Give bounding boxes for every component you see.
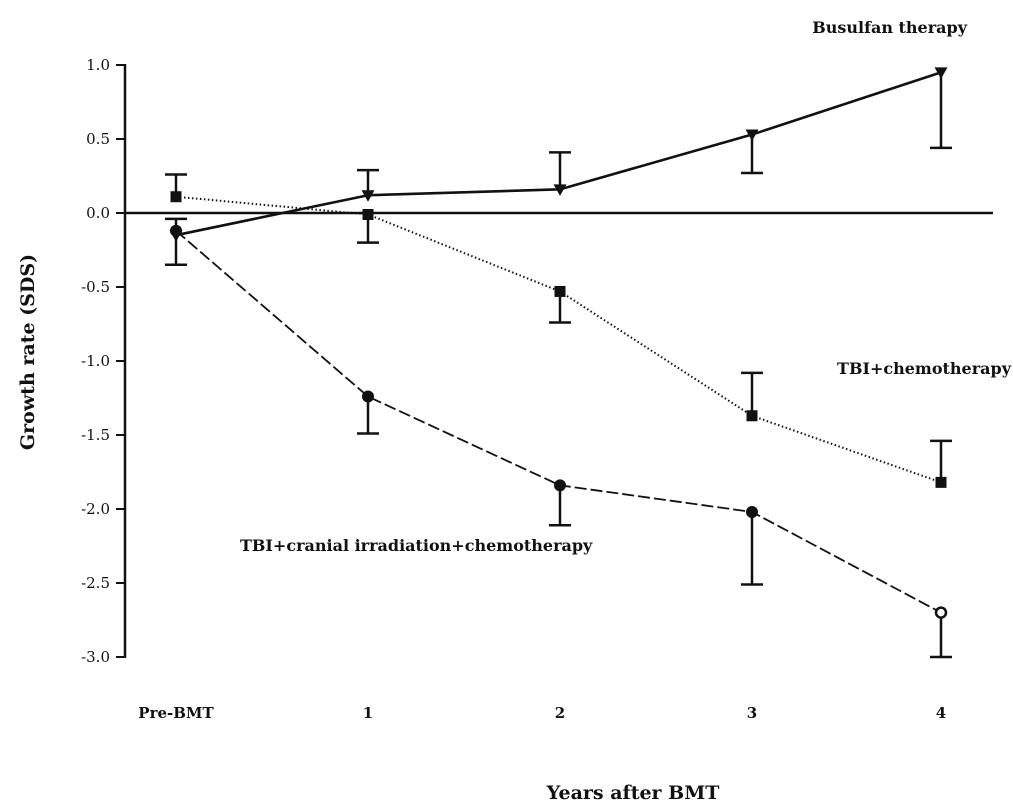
data-point <box>934 67 948 79</box>
x-tick-label: 2 <box>555 704 565 722</box>
data-point <box>362 208 374 220</box>
x-tick-label: 3 <box>747 704 757 722</box>
data-point <box>554 479 566 492</box>
series-label-busulfan: Busulfan therapy <box>812 18 968 37</box>
y-axis-title: Growth rate (SDS) <box>17 254 39 450</box>
data-point <box>170 191 182 203</box>
series-label-tbi-chemotherapy: TBI+chemotherapy <box>837 359 1012 378</box>
series-line <box>175 195 942 484</box>
y-tick-label: -0.5 <box>81 278 110 296</box>
data-point <box>935 476 947 488</box>
y-tick-label: -3.0 <box>81 648 110 666</box>
series-line <box>175 71 942 237</box>
data-point <box>934 606 948 619</box>
y-tick-label: -2.5 <box>81 574 110 592</box>
data-point <box>745 129 759 142</box>
series-label-tbi-cranial-irradiation: TBI+cranial irradiation+chemotherapy <box>240 536 593 555</box>
data-point <box>553 184 567 196</box>
series-2 <box>165 173 952 488</box>
series-3 <box>165 217 952 659</box>
y-tick-label: 0.5 <box>86 130 110 148</box>
data-point <box>170 224 182 237</box>
y-tick-label: -1.5 <box>81 426 110 444</box>
x-axis-ticks: Pre-BMT 1 2 3 4 <box>138 704 946 722</box>
data-point <box>361 190 375 202</box>
x-tick-label: 1 <box>363 704 373 722</box>
series-1 <box>165 67 952 267</box>
data-point <box>554 285 566 297</box>
y-tick-label: 0.0 <box>86 204 110 222</box>
x-axis-title: Years after BMT <box>546 782 720 804</box>
series-group <box>165 67 952 659</box>
y-tick-label: -1.0 <box>81 352 110 370</box>
data-point <box>746 410 758 422</box>
x-tick-label: Pre-BMT <box>138 704 214 722</box>
x-tick-label: 4 <box>936 704 946 722</box>
y-tick-label: -2.0 <box>81 500 110 518</box>
data-point <box>746 505 758 518</box>
y-tick-label: 1.0 <box>86 56 110 74</box>
y-axis-ticks: 1.0 0.5 0.0 -0.5 -1.0 -1.5 -2.0 -2.5 -3.0 <box>81 56 125 666</box>
data-point <box>362 390 374 403</box>
